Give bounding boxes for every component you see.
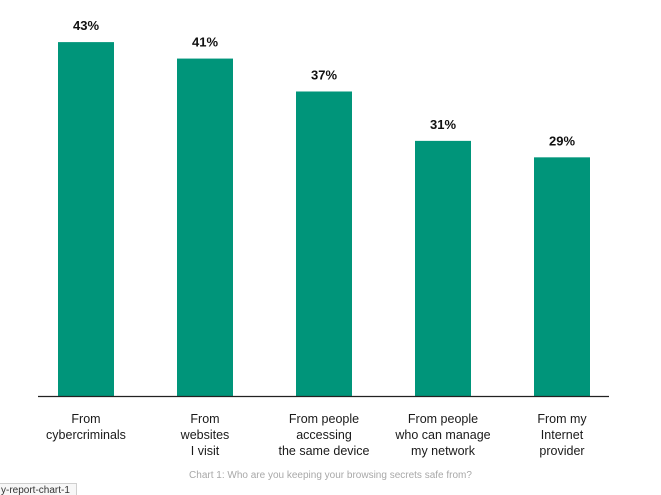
category-label: my network xyxy=(411,444,476,458)
bar-chart: 43% From cybercriminals 41% From websites I vi… xyxy=(38,18,609,458)
category-label: From people xyxy=(289,412,359,426)
bar xyxy=(177,58,233,396)
image-alt-tooltip: y-report-chart-1 xyxy=(0,483,77,495)
bar-value-label: 43% xyxy=(73,18,99,33)
category-label: From people xyxy=(408,412,478,426)
bar-value-label: 29% xyxy=(549,133,575,148)
category-label: accessing xyxy=(296,428,352,442)
bar xyxy=(296,91,352,397)
category-label: cybercriminals xyxy=(46,428,126,442)
bar-value-label: 37% xyxy=(311,67,337,82)
bar-value-label: 41% xyxy=(192,35,218,50)
category-label: From xyxy=(190,412,219,426)
category-label: I visit xyxy=(191,444,220,458)
bar xyxy=(58,42,114,397)
category-label: the same device xyxy=(278,444,369,458)
category-label: Internet xyxy=(541,428,584,442)
category-label: websites xyxy=(180,428,230,442)
category-label: provider xyxy=(539,444,584,458)
category-label: From my xyxy=(537,412,587,426)
category-label: From xyxy=(71,412,100,426)
bar-value-label: 31% xyxy=(430,117,456,132)
category-label: who can manage xyxy=(394,428,490,442)
chart-caption: Chart 1: Who are you keeping your browsi… xyxy=(189,470,472,481)
bar xyxy=(534,157,590,396)
bar xyxy=(415,140,471,396)
